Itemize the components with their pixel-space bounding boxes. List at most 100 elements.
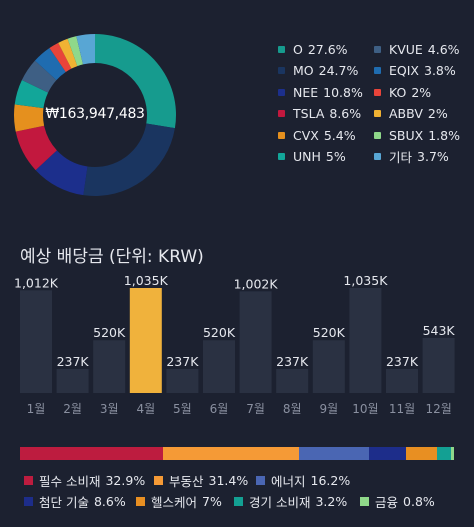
legend-item-kvue[interactable]: KVUE 4.6% (374, 40, 470, 58)
sector-stacked-bar (20, 447, 454, 460)
legend-swatch (374, 131, 381, 139)
legend-item-unh[interactable]: UNH 5% (278, 148, 374, 166)
bar-value-label: 543K (423, 323, 456, 338)
portfolio-total-value: ₩163,947,483 (45, 106, 145, 122)
monthly-dividend-bar-chart: 1,012K 1월 237K 2월 520K 3월 1,035K 4월 237K 5월 520K 6월… (14, 273, 456, 416)
sector-legend-consumer-discretionary[interactable]: 경기 소비재 3.2% (234, 491, 360, 511)
bar-2[interactable] (56, 368, 89, 393)
sector-segment-consumer-staples[interactable] (20, 447, 163, 460)
bar-9[interactable] (312, 340, 345, 393)
legend-pct: 5.4% (323, 127, 356, 143)
legend-swatch (256, 475, 265, 485)
month-tick-label: 1월 (27, 402, 46, 416)
bar-12[interactable] (422, 337, 455, 393)
legend-swatch (154, 475, 163, 485)
bar-value-label: 520K (203, 325, 236, 340)
bar-11[interactable] (386, 368, 418, 393)
legend-ticker: ABBV (389, 106, 423, 121)
legend-swatch (278, 88, 285, 96)
donut-slice-tsla[interactable] (15, 125, 57, 171)
bar-3[interactable] (93, 340, 126, 393)
sector-legend-healthcare[interactable]: 헬스케어 7% (136, 491, 234, 511)
legend-item-nee[interactable]: NEE 10.8% (278, 83, 374, 101)
legend-pct: 4.6% (427, 41, 460, 57)
legend-item-sbux[interactable]: SBUX 1.8% (374, 126, 470, 144)
sector-segment-financials[interactable] (450, 447, 454, 460)
legend-item-cvx[interactable]: CVX 5.4% (278, 126, 374, 144)
legend-swatch (24, 496, 33, 506)
legend-pct: 5% (325, 149, 346, 164)
month-tick-label: 2월 (63, 402, 82, 416)
bar-5[interactable] (166, 368, 199, 393)
bar-8[interactable] (276, 368, 309, 393)
legend-item-ko[interactable]: KO 2% (374, 83, 470, 101)
sector-segment-technology[interactable] (369, 447, 407, 460)
bar-4[interactable] (129, 288, 162, 393)
month-tick-label: 12월 (425, 402, 451, 416)
sector-legend-real-estate[interactable]: 부동산 31.4% (154, 470, 256, 490)
sector-legend-financials[interactable]: 금융 0.8% (360, 491, 435, 511)
donut-slice-abbv[interactable] (58, 38, 78, 69)
bar-value-label: 237K (166, 354, 199, 369)
sector-name: 부동산 (169, 473, 204, 489)
legend-swatch (374, 110, 381, 117)
sector-legend-technology[interactable]: 첨단 기술 8.6% (24, 491, 136, 511)
legend-ticker: UNH (293, 149, 321, 164)
legend-item-others[interactable]: 기타 3.7% (374, 148, 470, 166)
month-tick-label: 4월 (136, 402, 155, 416)
bar-value-label: 520K (93, 325, 126, 340)
legend-ticker: EQIX (389, 63, 419, 78)
sector-pct: 7% (202, 493, 222, 509)
donut-slice-nee[interactable] (35, 150, 88, 196)
bar-value-label: 237K (276, 354, 309, 369)
bar-6[interactable] (203, 340, 235, 393)
legend-pct: 24.7% (318, 63, 359, 78)
sector-segment-consumer-discretionary[interactable] (436, 447, 451, 460)
sector-pct: 8.6% (93, 493, 126, 509)
legend-pct: 10.8% (323, 84, 363, 100)
legend-pct: 3.7% (417, 149, 449, 164)
legend-item-o[interactable]: O 27.6% (278, 40, 374, 58)
legend-ticker: CVX (293, 127, 319, 143)
bar-value-label: 1,002K (234, 276, 279, 291)
bar-10[interactable] (349, 288, 382, 393)
legend-ticker: TSLA (293, 106, 325, 121)
sector-name: 첨단 기술 (39, 494, 89, 510)
donut-slice-ko[interactable] (49, 42, 72, 72)
sector-segment-healthcare[interactable] (406, 447, 437, 460)
legend-pct: 8.6% (329, 106, 362, 121)
legend-pct: 2% (427, 106, 448, 121)
sector-legend-consumer-staples[interactable]: 필수 소비재 32.9% (24, 470, 154, 490)
legend-swatch (278, 110, 285, 117)
legend-item-eqix[interactable]: EQIX 3.8% (374, 62, 470, 80)
donut-slice-unh[interactable] (14, 80, 49, 109)
sector-legend: 필수 소비재 32.9% 부동산 31.4% 에너지 16.2% 첨단 기술 8.6% … (24, 470, 464, 512)
donut-slice-cvx[interactable] (14, 104, 45, 132)
legend-item-mo[interactable]: MO 24.7% (278, 62, 374, 80)
legend-ticker: NEE (293, 84, 319, 100)
donut-slice-eqix[interactable] (34, 48, 66, 81)
sector-segment-energy[interactable] (298, 447, 370, 460)
month-tick-label: 6월 (210, 402, 229, 416)
legend-item-tsla[interactable]: TSLA 8.6% (278, 105, 374, 123)
legend-swatch (234, 496, 243, 506)
legend-ticker: MO (293, 63, 314, 78)
donut-slice-kvue[interactable] (21, 60, 57, 93)
month-tick-label: 7월 (246, 402, 265, 416)
donut-slice-sbux[interactable] (67, 36, 84, 67)
donut-slice-기타[interactable] (76, 34, 95, 65)
donut-slice-mo[interactable] (83, 123, 175, 197)
month-tick-label: 8월 (283, 402, 302, 416)
sector-pct: 16.2% (310, 472, 351, 488)
legend-ticker: SBUX (389, 127, 424, 143)
bar-1[interactable] (20, 290, 52, 393)
bar-7[interactable] (239, 291, 272, 393)
legend-swatch (136, 496, 145, 506)
sector-segment-real-estate[interactable] (162, 447, 299, 460)
legend-item-abbv[interactable]: ABBV 2% (374, 105, 470, 123)
legend-pct: 1.8% (428, 127, 460, 143)
bar-value-label: 1,012K (14, 275, 59, 290)
donut-slice-o[interactable] (95, 34, 176, 129)
sector-legend-energy[interactable]: 에너지 16.2% (256, 470, 350, 490)
legend-swatch (278, 45, 285, 53)
